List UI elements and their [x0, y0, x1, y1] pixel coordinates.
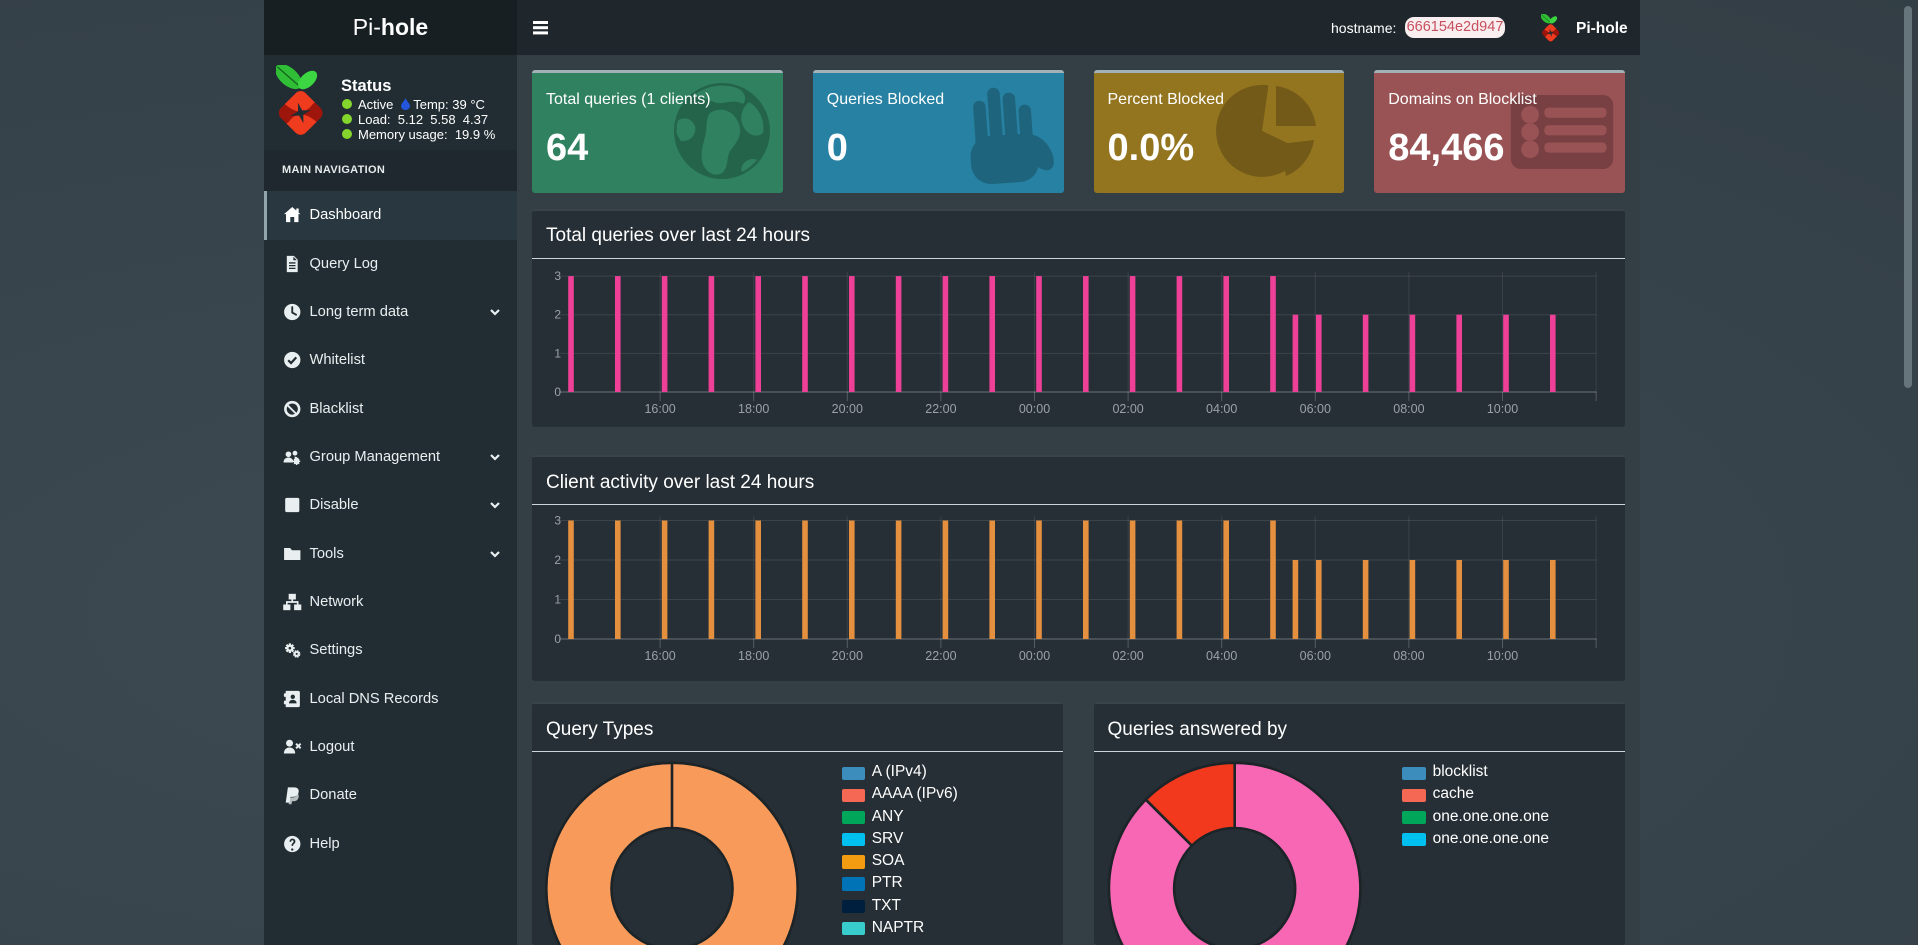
svg-text:02:00: 02:00	[1112, 649, 1143, 663]
svg-text:00:00: 00:00	[1019, 649, 1050, 663]
svg-text:06:00: 06:00	[1300, 402, 1331, 416]
svg-text:3: 3	[554, 269, 561, 283]
svg-text:1: 1	[554, 346, 561, 360]
svg-text:2: 2	[554, 307, 561, 321]
svg-text:18:00: 18:00	[738, 649, 769, 663]
svg-text:22:00: 22:00	[925, 649, 956, 663]
svg-text:10:00: 10:00	[1487, 402, 1518, 416]
svg-text:08:00: 08:00	[1393, 402, 1424, 416]
svg-text:00:00: 00:00	[1019, 402, 1050, 416]
svg-text:08:00: 08:00	[1393, 649, 1424, 663]
svg-text:20:00: 20:00	[832, 649, 863, 663]
svg-text:0: 0	[554, 632, 561, 646]
svg-text:04:00: 04:00	[1206, 402, 1237, 416]
svg-text:20:00: 20:00	[832, 402, 863, 416]
svg-text:02:00: 02:00	[1112, 402, 1143, 416]
svg-text:10:00: 10:00	[1487, 649, 1518, 663]
svg-text:0: 0	[554, 385, 561, 399]
svg-text:16:00: 16:00	[644, 649, 675, 663]
svg-text:22:00: 22:00	[925, 402, 956, 416]
svg-text:06:00: 06:00	[1300, 649, 1331, 663]
svg-text:16:00: 16:00	[644, 402, 675, 416]
svg-text:1: 1	[554, 593, 561, 607]
svg-text:18:00: 18:00	[738, 402, 769, 416]
svg-text:04:00: 04:00	[1206, 649, 1237, 663]
svg-text:2: 2	[554, 553, 561, 567]
svg-text:3: 3	[554, 514, 561, 528]
